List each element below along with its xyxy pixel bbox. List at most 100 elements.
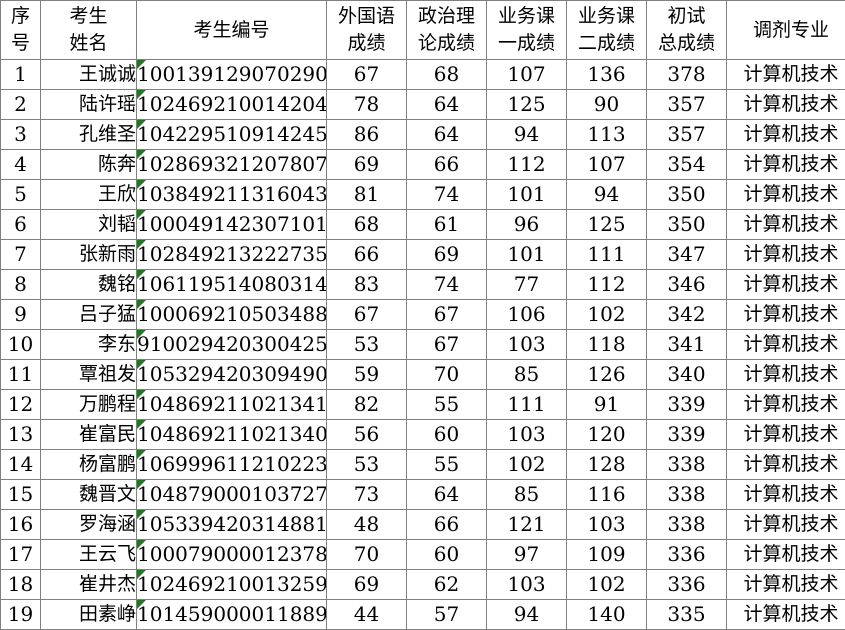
cell-candidate-name: 万鹏程 [41, 390, 137, 420]
cell-politics-score: 67 [407, 300, 487, 330]
cell-major-course-two-score: 102 [567, 300, 647, 330]
header-line: 成绩 [327, 30, 406, 57]
cell-major-course-two-score: 118 [567, 330, 647, 360]
cell-text: 105329420309490 [137, 362, 327, 386]
cell-candidate-code: 106119514080314 [137, 270, 327, 300]
cell-major-course-two-score: 102 [567, 570, 647, 600]
cell-major-course-two-score: 125 [567, 210, 647, 240]
cell-politics-score: 60 [407, 420, 487, 450]
cell-foreign-language-score: 53 [327, 330, 407, 360]
cell-politics-score: 64 [407, 90, 487, 120]
cell-candidate-code: 101459000011889 [137, 600, 327, 630]
cell-politics-score: 69 [407, 240, 487, 270]
cell-text: 101459000011889 [137, 602, 327, 626]
header-line: 考生编号 [193, 19, 269, 41]
cell-candidate-code: 100069210503488 [137, 300, 327, 330]
cell-politics-score: 67 [407, 330, 487, 360]
cell-candidate-name: 陈奔 [41, 150, 137, 180]
header-line: 序 [1, 3, 40, 30]
header-line: 姓名 [41, 30, 136, 57]
cell-politics-score: 74 [407, 270, 487, 300]
cell-total-score: 339 [647, 420, 727, 450]
cell-foreign-language-score: 83 [327, 270, 407, 300]
cell-major-course-two-score: 90 [567, 90, 647, 120]
cell-sequence: 1 [1, 60, 41, 90]
cell-politics-score: 57 [407, 600, 487, 630]
cell-candidate-name: 魏铭 [41, 270, 137, 300]
cell-major-course-one-score: 106 [487, 300, 567, 330]
cell-foreign-language-score: 86 [327, 120, 407, 150]
cell-major-course-two-score: 116 [567, 480, 647, 510]
cell-major-course-one-score: 94 [487, 600, 567, 630]
cell-candidate-code: 100049142307101 [137, 210, 327, 240]
cell-candidate-name: 王诚诚 [41, 60, 137, 90]
header-line: 二成绩 [567, 30, 646, 57]
cell-text: 104869211021341 [137, 392, 327, 416]
cell-total-score: 340 [647, 360, 727, 390]
cell-foreign-language-score: 69 [327, 150, 407, 180]
cell-politics-score: 74 [407, 180, 487, 210]
cell-sequence: 5 [1, 180, 41, 210]
cell-politics-score: 64 [407, 480, 487, 510]
cell-foreign-language-score: 48 [327, 510, 407, 540]
cell-sequence: 7 [1, 240, 41, 270]
cell-candidate-code: 102469210013259 [137, 570, 327, 600]
cell-foreign-language-score: 70 [327, 540, 407, 570]
cell-text: 106119514080314 [137, 272, 327, 296]
cell-text: 104229510914245 [137, 122, 327, 146]
cell-transfer-major: 计算机技术 [727, 570, 845, 600]
cell-major-course-two-score: 107 [567, 150, 647, 180]
cell-foreign-language-score: 44 [327, 600, 407, 630]
cell-total-score: 338 [647, 480, 727, 510]
cell-transfer-major: 计算机技术 [727, 420, 845, 450]
header-line: 考生 [41, 3, 136, 30]
cell-text: 102849213222735 [137, 242, 327, 266]
cell-text: 102469210014204 [137, 92, 327, 116]
cell-major-course-one-score: 77 [487, 270, 567, 300]
cell-major-course-one-score: 121 [487, 510, 567, 540]
cell-major-course-one-score: 103 [487, 330, 567, 360]
cell-transfer-major: 计算机技术 [727, 480, 845, 510]
cell-sequence: 14 [1, 450, 41, 480]
cell-major-course-one-score: 97 [487, 540, 567, 570]
cell-sequence: 13 [1, 420, 41, 450]
column-header-politics-score: 政治理 论成绩 [407, 1, 487, 60]
cell-sequence: 2 [1, 90, 41, 120]
cell-major-course-one-score: 103 [487, 420, 567, 450]
header-line: 总成绩 [647, 30, 726, 57]
cell-total-score: 338 [647, 510, 727, 540]
column-header-major-course-one-score: 业务课 一成绩 [487, 1, 567, 60]
cell-text: 102469210013259 [137, 572, 327, 596]
cell-foreign-language-score: 78 [327, 90, 407, 120]
cell-candidate-code: 104869211021340 [137, 420, 327, 450]
header-line: 调剂专业 [753, 19, 829, 41]
cell-major-course-two-score: 91 [567, 390, 647, 420]
cell-politics-score: 62 [407, 570, 487, 600]
cell-transfer-major: 计算机技术 [727, 120, 845, 150]
cell-major-course-one-score: 103 [487, 570, 567, 600]
cell-major-course-one-score: 112 [487, 150, 567, 180]
cell-transfer-major: 计算机技术 [727, 450, 845, 480]
cell-sequence: 6 [1, 210, 41, 240]
cell-major-course-two-score: 111 [567, 240, 647, 270]
cell-major-course-two-score: 120 [567, 420, 647, 450]
cell-candidate-code: 102469210014204 [137, 90, 327, 120]
cell-text: 103849211316043 [137, 182, 327, 206]
column-header-total-score: 初试 总成绩 [647, 1, 727, 60]
cell-candidate-code: 102849213222735 [137, 240, 327, 270]
cell-transfer-major: 计算机技术 [727, 210, 845, 240]
cell-total-score: 336 [647, 540, 727, 570]
cell-candidate-code: 100079000012378 [137, 540, 327, 570]
cell-text: 100139129070290 [137, 62, 327, 86]
cell-text: 100069210503488 [137, 302, 327, 326]
